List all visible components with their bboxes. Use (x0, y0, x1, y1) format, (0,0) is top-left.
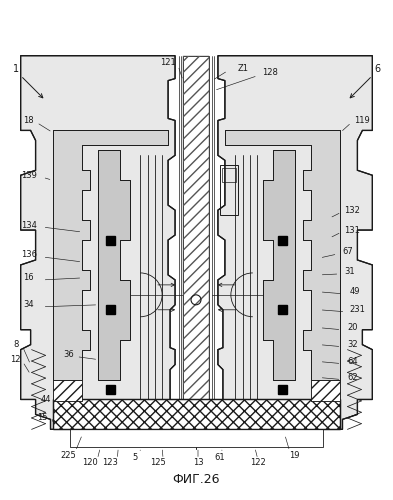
Text: 62: 62 (347, 373, 358, 382)
Text: 231: 231 (349, 306, 365, 314)
Bar (222, 168, 236, 182)
Text: 139: 139 (21, 171, 37, 180)
Bar (53, 400, 340, 430)
Text: 119: 119 (354, 116, 370, 125)
Bar (278, 236, 287, 244)
Bar (183, 56, 209, 444)
Bar (53, 380, 83, 402)
Polygon shape (263, 150, 295, 380)
Bar (53, 400, 340, 430)
Polygon shape (20, 56, 175, 430)
Text: 5: 5 (132, 453, 138, 462)
Polygon shape (225, 130, 340, 380)
Text: 134: 134 (21, 220, 37, 230)
Text: 64: 64 (347, 357, 358, 366)
Text: 13: 13 (193, 458, 203, 466)
Text: 225: 225 (61, 451, 76, 460)
Text: 18: 18 (23, 116, 34, 125)
Text: 12: 12 (10, 355, 21, 364)
Text: 32: 32 (347, 340, 358, 349)
Text: 49: 49 (349, 288, 360, 296)
Polygon shape (53, 130, 168, 380)
Text: 1: 1 (13, 64, 19, 74)
Bar (106, 306, 115, 314)
Text: 8: 8 (13, 340, 18, 349)
Text: 131: 131 (345, 226, 360, 234)
Text: 67: 67 (342, 248, 353, 256)
Text: 61: 61 (215, 453, 225, 462)
Text: 123: 123 (102, 458, 118, 466)
Bar (310, 380, 340, 402)
Text: 122: 122 (250, 458, 266, 466)
Bar (53, 380, 83, 402)
Text: 20: 20 (347, 323, 358, 332)
Polygon shape (218, 56, 373, 430)
Text: 132: 132 (345, 206, 360, 214)
Text: ФИГ.26: ФИГ.26 (172, 472, 220, 486)
Bar (310, 380, 340, 402)
Text: 128: 128 (262, 68, 278, 77)
Text: 44: 44 (40, 395, 51, 404)
Text: 31: 31 (344, 268, 355, 276)
Polygon shape (98, 150, 130, 380)
Text: 120: 120 (83, 458, 98, 466)
Text: 136: 136 (20, 250, 37, 260)
Text: 36: 36 (63, 350, 74, 359)
Bar (220, 166, 238, 215)
Text: 15: 15 (37, 413, 48, 422)
Text: 125: 125 (150, 458, 166, 466)
Bar (70, 430, 323, 448)
Text: 19: 19 (289, 451, 300, 460)
Bar (278, 306, 287, 314)
Text: Z1: Z1 (237, 64, 248, 73)
Bar (278, 385, 287, 394)
Text: 6: 6 (374, 64, 380, 74)
Bar (106, 236, 115, 244)
Bar (106, 385, 115, 394)
Text: 16: 16 (23, 274, 34, 282)
Text: 121: 121 (160, 58, 176, 67)
Text: 34: 34 (23, 300, 34, 310)
Bar (183, 56, 209, 444)
